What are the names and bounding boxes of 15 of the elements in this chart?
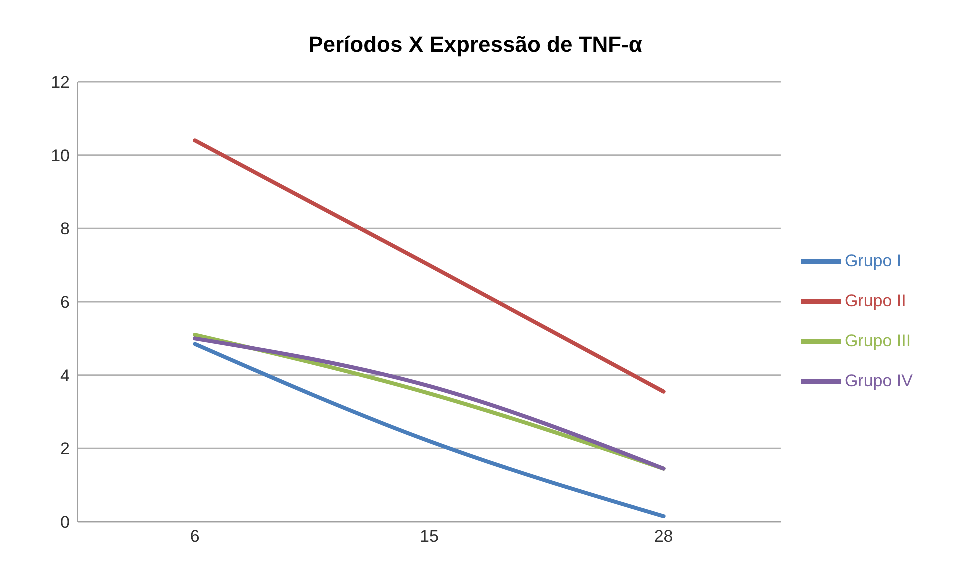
- y-tick-label: 8: [60, 220, 70, 239]
- legend-label: Grupo IV: [844, 371, 913, 390]
- y-tick-label: 2: [60, 440, 70, 459]
- legend-label: Grupo III: [844, 331, 912, 350]
- x-tick-label: 6: [190, 527, 200, 546]
- y-tick-label: 12: [51, 73, 70, 92]
- y-tick-label: 4: [60, 366, 70, 386]
- y-tick-label: 6: [60, 293, 70, 312]
- x-tick-label: 28: [654, 527, 674, 546]
- y-tick-label: 0: [60, 513, 70, 532]
- legend-label: Grupo I: [844, 251, 902, 270]
- legend-label: Grupo II: [844, 291, 906, 310]
- chart-title: Períodos X Expressão de TNF-α: [308, 31, 644, 59]
- x-tick-label: 15: [420, 527, 439, 546]
- y-tick-label: 10: [51, 146, 70, 166]
